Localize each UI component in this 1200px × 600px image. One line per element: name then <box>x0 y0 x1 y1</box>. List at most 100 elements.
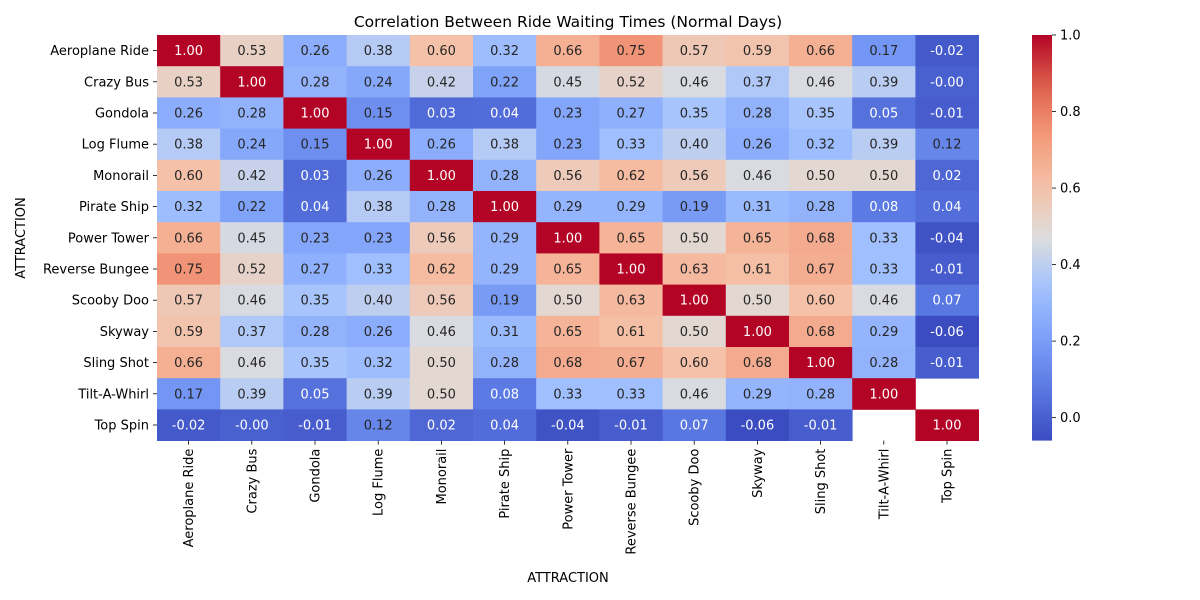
cell-value-label: 0.50 <box>869 169 898 184</box>
cell-value-label: -0.01 <box>930 356 964 371</box>
cell-value-label: 0.26 <box>364 169 393 184</box>
heatmap-cell <box>220 378 284 410</box>
heatmap-cells: 1.00 0.53 0.26 0.38 0.60 0.32 0.66 0.75 0.57 0.59… <box>157 35 979 441</box>
x-tick-label: Crazy Bus <box>245 448 260 513</box>
heatmap-cell <box>536 191 600 223</box>
cell-value-label: 1.00 <box>237 75 266 90</box>
heatmap-cell <box>409 128 474 161</box>
cell-value-label: 0.04 <box>301 200 330 215</box>
cell-value-label: 0.29 <box>869 325 898 340</box>
cell-value-label: 0.45 <box>237 231 266 246</box>
cell-value-label: 0.33 <box>869 231 898 246</box>
cell-value-label: 0.66 <box>806 44 835 59</box>
cell-value-label: 0.62 <box>617 169 646 184</box>
cell-value-label: 0.65 <box>617 231 646 246</box>
cell-value-label: 0.19 <box>490 294 519 309</box>
cell-value-label: 0.05 <box>869 107 898 122</box>
cell-value-label: 0.61 <box>617 325 646 340</box>
cell-value-label: -0.02 <box>930 44 964 59</box>
cell-value-label: 0.52 <box>617 75 646 90</box>
heatmap-cell <box>915 97 979 129</box>
heatmap-cell <box>346 97 411 129</box>
heatmap-cell <box>662 159 727 192</box>
cell-value-label: 0.29 <box>490 231 519 246</box>
cell-value-label: 0.22 <box>490 75 519 90</box>
heatmap-cell <box>157 284 221 317</box>
heatmap-cell <box>536 97 600 129</box>
heatmap-cell <box>536 66 600 98</box>
cell-value-label: 0.60 <box>806 294 835 309</box>
heatmap-cell <box>283 35 347 67</box>
heatmap-cell <box>915 66 979 98</box>
cell-value-label: 0.46 <box>680 75 709 90</box>
cell-value-label: 0.63 <box>617 294 646 309</box>
cell-value-label: 0.62 <box>427 263 456 278</box>
cell-value-label: -0.01 <box>614 419 648 434</box>
cell-value-label: 0.38 <box>174 138 203 153</box>
cell-value-label: 0.04 <box>490 419 519 434</box>
y-tick-label: Top Spin <box>94 419 149 434</box>
heatmap-cell <box>346 378 411 410</box>
cell-value-label: 0.26 <box>364 325 393 340</box>
colorbar-tick-label: 0.2 <box>1060 335 1081 350</box>
heatmap-cell <box>852 315 916 348</box>
heatmap-cell <box>283 128 347 161</box>
heatmap-cell <box>662 128 727 161</box>
heatmap-cell <box>409 191 474 223</box>
cell-value-label: -0.01 <box>804 419 838 434</box>
heatmap-cell <box>409 159 474 192</box>
heatmap-cell <box>915 315 979 348</box>
cell-value-label: 0.23 <box>364 231 393 246</box>
cell-value-label: 0.50 <box>806 169 835 184</box>
x-tick-label: Reverse Bungee <box>625 449 640 555</box>
heatmap-cell <box>473 66 537 98</box>
cell-value-label: -0.06 <box>930 325 964 340</box>
colorbar-tick-label: 0.8 <box>1060 105 1081 120</box>
cell-value-label: 1.00 <box>869 387 898 402</box>
y-tick-label: Log Flume <box>82 138 149 153</box>
cell-value-label: 0.32 <box>174 200 203 215</box>
cell-value-label: 0.66 <box>553 44 582 59</box>
heatmap-cell <box>220 66 284 98</box>
cell-value-label: 0.57 <box>174 294 203 309</box>
cell-value-label: 0.33 <box>364 263 393 278</box>
x-tick-label: Sling Shot <box>814 449 829 515</box>
cell-value-label: 0.38 <box>364 44 393 59</box>
cell-value-label: 0.02 <box>427 419 456 434</box>
heatmap-cell <box>283 284 347 317</box>
cell-value-label: 0.35 <box>680 107 709 122</box>
heatmap-cell <box>536 347 600 379</box>
cell-value-label: 0.67 <box>617 356 646 371</box>
heatmap-cell <box>599 97 663 129</box>
heatmap-cell <box>789 191 853 223</box>
cell-value-label: 0.08 <box>869 200 898 215</box>
heatmap-cell <box>599 128 663 161</box>
y-tick-label: Sling Shot <box>83 356 149 371</box>
cell-value-label: -0.01 <box>298 419 332 434</box>
cell-value-label: 0.56 <box>427 231 456 246</box>
cell-value-label: 0.53 <box>174 75 203 90</box>
heatmap-cell <box>220 347 284 379</box>
colorbar-tick-label: 1.0 <box>1060 29 1081 44</box>
heatmap-cell <box>915 35 979 67</box>
cell-value-label: 0.29 <box>553 200 582 215</box>
colorbar-tick-label: 0.6 <box>1060 182 1081 197</box>
heatmap-cell <box>409 222 474 254</box>
cell-value-label: 0.28 <box>301 75 330 90</box>
heatmap-cell <box>283 253 347 285</box>
heatmap-cell <box>220 222 284 254</box>
cell-value-label: -0.02 <box>172 419 206 434</box>
cell-value-label: 0.39 <box>869 138 898 153</box>
cell-value-label: 1.00 <box>806 356 835 371</box>
cell-value-label: 0.05 <box>301 387 330 402</box>
heatmap-cell <box>346 315 411 348</box>
heatmap-cell <box>346 253 411 285</box>
x-tick-label: Scooby Doo <box>688 449 703 526</box>
cell-value-label: 0.15 <box>301 138 330 153</box>
cell-value-label: 0.57 <box>680 44 709 59</box>
x-tick-label: Aeroplane Ride <box>182 449 197 548</box>
cell-value-label: 0.59 <box>174 325 203 340</box>
heatmap-cell <box>662 409 727 441</box>
heatmap-cell <box>725 97 790 129</box>
